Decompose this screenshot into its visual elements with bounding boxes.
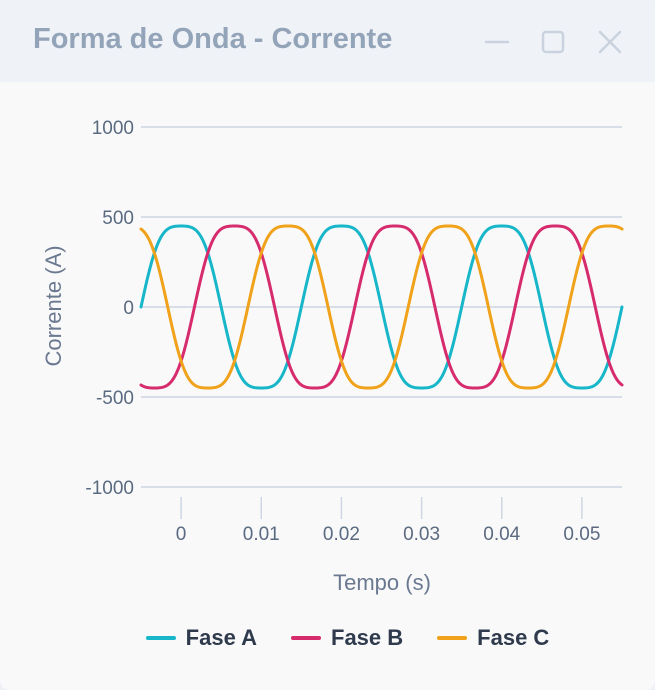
legend-swatch-fase-c	[437, 636, 468, 640]
y-tick-label: 0	[123, 298, 134, 319]
x-tick-label: 0.01	[243, 524, 280, 545]
series-line-fase-b	[139, 224, 624, 390]
y-tick-label: 1000	[92, 118, 134, 139]
x-tick-label: 0.05	[563, 524, 600, 545]
legend-label-fase-c: Fase C	[477, 625, 550, 650]
x-tick-label: 0.04	[483, 524, 520, 545]
legend-label-fase-a: Fase A	[185, 625, 257, 650]
legend-item-fase-c[interactable]: Fase C	[437, 625, 549, 651]
title-bar: Forma de Onda - Corrente	[0, 0, 655, 82]
x-tick-label: 0.03	[403, 524, 440, 545]
legend-item-fase-a[interactable]: Fase A	[145, 625, 257, 651]
legend-swatch-fase-b	[291, 636, 321, 640]
legend-label-fase-b: Fase B	[331, 625, 404, 650]
y-tick-label: 500	[102, 208, 134, 229]
close-icon[interactable]	[596, 28, 624, 56]
legend-swatch-fase-a	[145, 636, 176, 640]
series-line-fase-a	[139, 224, 624, 390]
y-axis-title: Corrente (A)	[41, 245, 66, 366]
maximize-icon[interactable]	[539, 28, 567, 56]
chart-area: -1000 -500 0 500 1000 0 0.01 0.02 0.03 0.04 0.05 …	[0, 82, 655, 690]
chart-legend: Fase A Fase B Fase C	[0, 618, 655, 658]
x-tick-label: 0	[176, 524, 187, 545]
y-tick-label: -1000	[85, 478, 134, 499]
series-line-fase-c	[139, 224, 624, 390]
legend-item-fase-b[interactable]: Fase B	[291, 625, 403, 651]
x-axis-title: Tempo (s)	[333, 570, 431, 595]
y-tick-label: -500	[96, 388, 134, 409]
window-title: Forma de Onda - Corrente	[33, 23, 393, 55]
x-tick-label: 0.02	[323, 524, 360, 545]
minimize-icon[interactable]	[483, 28, 511, 56]
